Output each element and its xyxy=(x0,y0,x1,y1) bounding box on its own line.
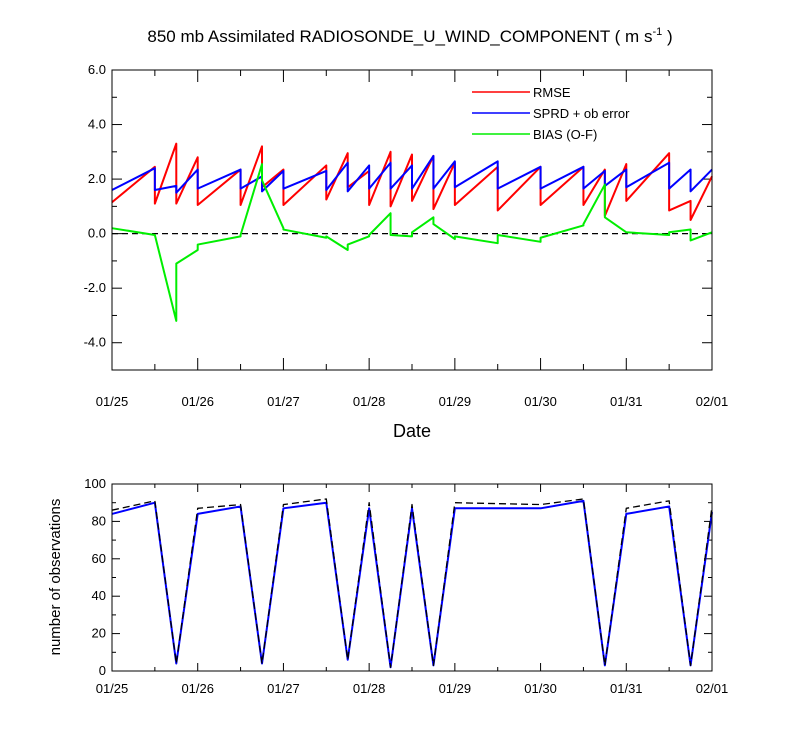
legend: RMSE SPRD + ob error BIAS (O-F) xyxy=(472,85,630,142)
series-line-solid xyxy=(111,499,713,669)
y-tick-label: 100 xyxy=(84,476,106,491)
y-tick-label: 4.0 xyxy=(88,117,106,132)
x-tick-label: 01/31 xyxy=(610,681,643,696)
bottom-plot-frame xyxy=(111,483,713,672)
x-tick-label: 01/25 xyxy=(96,681,129,696)
series-line-sprd-ob-error xyxy=(111,154,713,194)
y-tick-label: 6.0 xyxy=(88,62,106,77)
x-tick-label: 01/31 xyxy=(610,394,643,409)
y-tick-label: 40 xyxy=(92,588,106,603)
chart-title: 850 mb Assimilated RADIOSONDE_U_WIND_COM… xyxy=(147,26,672,46)
x-tick-label: 01/28 xyxy=(353,394,386,409)
x-tick-label: 01/26 xyxy=(181,394,214,409)
x-tick-label: 01/29 xyxy=(439,681,472,696)
series-line-bias-o-f xyxy=(111,163,713,322)
x-tick-label: 01/28 xyxy=(353,681,386,696)
legend-label-rmse: RMSE xyxy=(533,85,571,100)
top-series-group xyxy=(111,142,713,322)
top-axes: 01/25 01/26 01/27 01/28 01/29 01/30 01/31 02/01… xyxy=(84,62,729,409)
y-tick-label: 20 xyxy=(92,626,106,641)
y-tick-label: 2.0 xyxy=(88,171,106,186)
y-tick-label: 0.0 xyxy=(88,226,106,241)
legend-label-sprd: SPRD + ob error xyxy=(533,106,630,121)
top-plot-frame xyxy=(111,69,713,371)
x-tick-label: 02/01 xyxy=(696,394,729,409)
legend-label-bias: BIAS (O-F) xyxy=(533,127,597,142)
chart-title-exponent: -1 xyxy=(652,26,662,38)
series-line-dashed xyxy=(111,498,713,668)
y-tick-label: 60 xyxy=(92,551,106,566)
series-line-rmse xyxy=(111,142,713,221)
x-axis-label: Date xyxy=(393,421,431,441)
x-tick-label: 01/25 xyxy=(96,394,129,409)
y-tick-label: 0 xyxy=(99,663,106,678)
bottom-series-group xyxy=(111,498,713,669)
y-axis-label-observations: number of observations xyxy=(47,499,64,656)
top-panel: 850 mb Assimilated RADIOSONDE_U_WIND_COM… xyxy=(84,26,729,441)
x-tick-label: 02/01 xyxy=(696,681,729,696)
chart-title-suffix: ) xyxy=(662,27,672,46)
y-tick-label: -4.0 xyxy=(84,335,106,350)
x-tick-label: 01/29 xyxy=(439,394,472,409)
bottom-axes: 01/25 01/26 01/27 01/28 01/29 01/30 01/31 02/01… xyxy=(84,476,728,696)
chart-title-main: 850 mb Assimilated RADIOSONDE_U_WIND_COM… xyxy=(147,27,652,46)
y-tick-label: -2.0 xyxy=(84,280,106,295)
y-tick-label: 80 xyxy=(92,513,106,528)
x-tick-label: 01/30 xyxy=(524,394,557,409)
x-tick-label: 01/27 xyxy=(267,681,300,696)
x-tick-label: 01/30 xyxy=(524,681,557,696)
x-tick-label: 01/27 xyxy=(267,394,300,409)
bottom-panel: 01/25 01/26 01/27 01/28 01/29 01/30 01/31 02/01… xyxy=(47,476,728,696)
x-tick-label: 01/26 xyxy=(181,681,214,696)
